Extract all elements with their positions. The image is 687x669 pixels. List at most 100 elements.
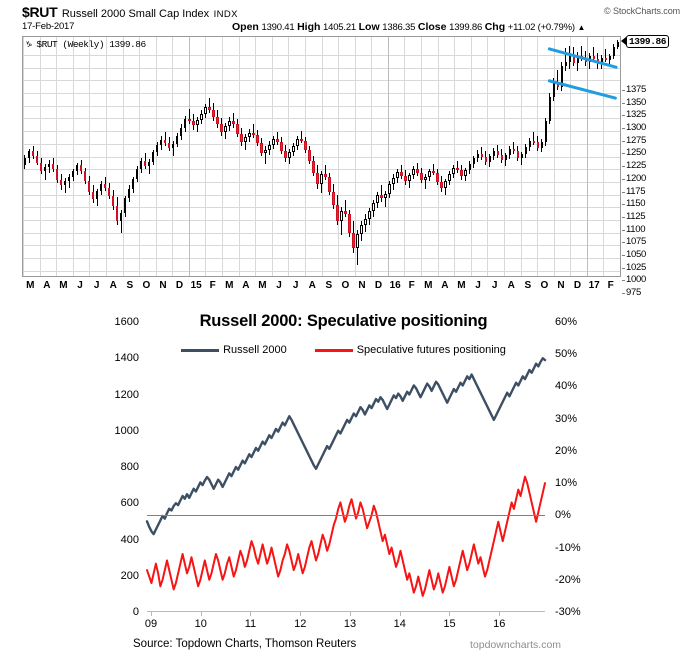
candlestick <box>344 37 347 276</box>
time-gridline <box>255 37 257 276</box>
x-axis-tickmark <box>349 612 351 616</box>
candle-body-down <box>276 138 279 142</box>
candlestick <box>159 37 163 276</box>
x-axis-tick-label: 10 <box>194 618 207 630</box>
time-tick-label: D <box>573 280 582 291</box>
time-tick-label: M <box>457 280 466 291</box>
time-gridline <box>387 37 389 276</box>
candlestick <box>332 37 335 276</box>
time-gridline <box>39 37 41 276</box>
line-series-svg <box>145 357 547 597</box>
time-tick-label: M <box>26 280 35 291</box>
candlestick <box>107 37 111 276</box>
candle-body-up <box>67 177 71 182</box>
candlestick <box>508 37 512 276</box>
candlestick <box>31 37 35 276</box>
candle-body-up <box>131 179 135 189</box>
right-axis-tick: 50% <box>555 348 578 361</box>
candle-body-up <box>508 148 512 155</box>
candlestick <box>240 37 243 276</box>
candle-wick <box>148 159 150 175</box>
line-plot-area[interactable] <box>145 322 547 612</box>
chg-value: +11.02 (+0.79%) <box>507 22 575 33</box>
legend-label: Speculative futures positioning <box>356 344 506 357</box>
time-tick-label: S <box>126 280 134 291</box>
candle-body-down <box>280 141 283 151</box>
candlestick <box>476 37 479 276</box>
candlestick <box>556 37 560 276</box>
candlestick <box>352 37 355 276</box>
candlestick <box>324 37 327 276</box>
legend-item-2: Speculative futures positioning <box>314 344 506 357</box>
candlestick <box>512 37 516 276</box>
candle-body-up <box>27 151 31 159</box>
time-gridline <box>454 37 456 276</box>
candlestick <box>23 37 27 276</box>
time-gridline <box>271 37 273 276</box>
candle-wick <box>481 146 483 161</box>
candlestick <box>168 37 171 276</box>
candle-body-up <box>204 107 207 115</box>
time-tick-label: F <box>408 280 415 291</box>
candlestick <box>424 37 427 276</box>
x-axis-tickmark <box>250 612 252 616</box>
candle-body-up <box>119 212 123 222</box>
candlestick <box>288 37 291 276</box>
candlestick <box>308 37 311 276</box>
candle-body-up <box>244 136 247 142</box>
candlestick <box>616 37 620 276</box>
candlestick <box>580 37 584 276</box>
open-value: 1390.41 <box>261 22 295 33</box>
left-axis-tick: 1600 <box>114 316 139 328</box>
candlestick-plot-area[interactable] <box>22 36 621 277</box>
candle-body-up <box>172 143 175 148</box>
time-tick-label: O <box>142 280 151 291</box>
candle-body-up <box>364 219 367 226</box>
candle-wick <box>276 131 278 145</box>
time-tick-label: D <box>175 280 184 291</box>
candle-body-up <box>548 97 552 122</box>
time-tick-label: N <box>557 280 565 291</box>
candle-body-up <box>63 181 67 186</box>
candlestick <box>548 37 552 276</box>
chart-title: $RUT Russell 2000 Small Cap Index INDX <box>22 4 238 22</box>
candlestick <box>524 37 528 276</box>
candle-body-up <box>612 47 616 57</box>
candle-body-up <box>268 144 271 150</box>
candle-body-down <box>59 180 63 186</box>
candlestick <box>428 37 431 276</box>
time-gridline <box>537 37 539 276</box>
candlestick <box>196 37 199 276</box>
candlestick <box>420 37 423 276</box>
candle-body-down <box>436 173 439 183</box>
candlestick <box>484 37 487 276</box>
x-axis-tickmark <box>499 612 501 616</box>
series-label: ♑ $RUT (Weekly) 1399.86 <box>26 39 146 50</box>
candle-body-up <box>376 194 379 203</box>
candlestick <box>220 37 223 276</box>
candlestick <box>412 37 415 276</box>
candlestick <box>492 37 495 276</box>
candlestick <box>224 37 227 276</box>
candlestick <box>131 37 135 276</box>
candle-wick <box>425 174 427 189</box>
candle-body-up <box>616 42 620 48</box>
time-tick-label: J <box>475 280 481 291</box>
candle-body-up <box>248 132 251 137</box>
series-line-1 <box>145 357 547 536</box>
left-axis-tick: 800 <box>120 461 139 473</box>
candle-body-down <box>87 181 91 192</box>
candlestick <box>59 37 63 276</box>
candlestick <box>596 37 600 276</box>
ohlc-bar: Open 1390.41 High 1405.21 Low 1386.35 Cl… <box>232 21 585 33</box>
candlestick <box>304 37 307 276</box>
candlestick <box>43 37 47 276</box>
candlestick <box>472 37 475 276</box>
chg-label: Chg <box>484 21 506 33</box>
price-tick-label: 1150 <box>622 198 646 209</box>
candlestick <box>83 37 87 276</box>
legend-swatch <box>314 348 353 352</box>
candlestick <box>576 37 580 276</box>
candle-body-up <box>147 162 151 167</box>
x-axis-tick-label: 09 <box>144 618 158 630</box>
